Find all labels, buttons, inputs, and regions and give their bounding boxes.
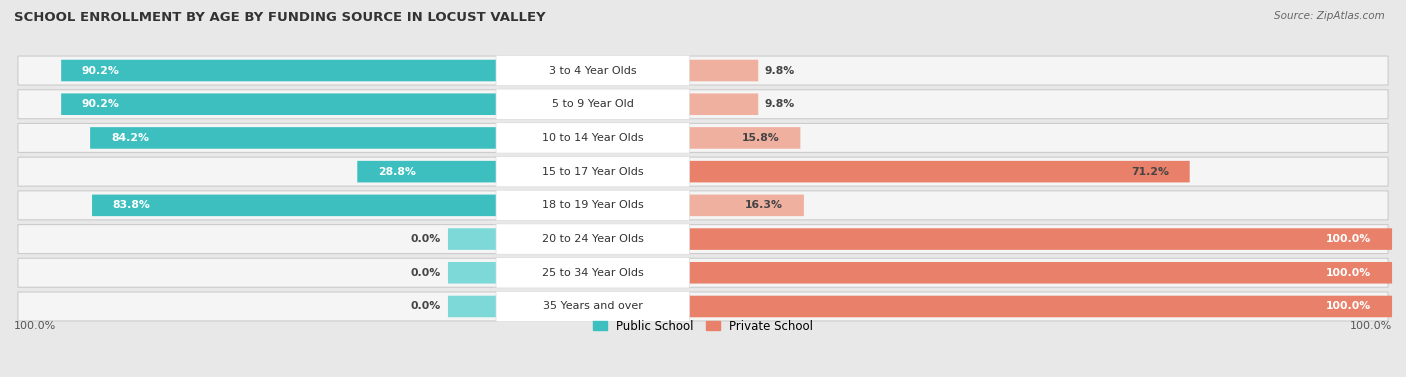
Text: 90.2%: 90.2%: [82, 66, 120, 75]
FancyBboxPatch shape: [62, 93, 496, 115]
FancyBboxPatch shape: [449, 228, 496, 250]
FancyBboxPatch shape: [496, 156, 689, 187]
Text: 16.3%: 16.3%: [745, 200, 783, 210]
FancyBboxPatch shape: [18, 90, 1388, 119]
Text: 20 to 24 Year Olds: 20 to 24 Year Olds: [541, 234, 644, 244]
Text: 100.0%: 100.0%: [1326, 302, 1371, 311]
Text: 9.8%: 9.8%: [765, 99, 796, 109]
FancyBboxPatch shape: [18, 292, 1388, 321]
Text: 18 to 19 Year Olds: 18 to 19 Year Olds: [541, 200, 644, 210]
FancyBboxPatch shape: [18, 157, 1388, 186]
Text: 25 to 34 Year Olds: 25 to 34 Year Olds: [541, 268, 644, 278]
FancyBboxPatch shape: [18, 191, 1388, 220]
Text: SCHOOL ENROLLMENT BY AGE BY FUNDING SOURCE IN LOCUST VALLEY: SCHOOL ENROLLMENT BY AGE BY FUNDING SOUR…: [14, 11, 546, 24]
FancyBboxPatch shape: [496, 190, 689, 221]
FancyBboxPatch shape: [496, 224, 689, 254]
FancyBboxPatch shape: [496, 291, 689, 322]
FancyBboxPatch shape: [449, 262, 496, 284]
Text: 0.0%: 0.0%: [411, 234, 441, 244]
FancyBboxPatch shape: [18, 258, 1388, 287]
Text: 71.2%: 71.2%: [1130, 167, 1168, 177]
FancyBboxPatch shape: [689, 161, 1189, 182]
FancyBboxPatch shape: [496, 123, 689, 153]
FancyBboxPatch shape: [18, 123, 1388, 152]
Text: 5 to 9 Year Old: 5 to 9 Year Old: [551, 99, 634, 109]
Text: 15 to 17 Year Olds: 15 to 17 Year Olds: [541, 167, 644, 177]
Text: 9.8%: 9.8%: [765, 66, 796, 75]
Legend: Public School, Private School: Public School, Private School: [588, 315, 818, 337]
Text: 3 to 4 Year Olds: 3 to 4 Year Olds: [548, 66, 637, 75]
FancyBboxPatch shape: [449, 296, 496, 317]
Text: 83.8%: 83.8%: [112, 200, 150, 210]
FancyBboxPatch shape: [18, 56, 1388, 85]
FancyBboxPatch shape: [496, 55, 689, 86]
FancyBboxPatch shape: [496, 89, 689, 120]
FancyBboxPatch shape: [689, 60, 758, 81]
FancyBboxPatch shape: [689, 93, 758, 115]
Text: 100.0%: 100.0%: [1326, 234, 1371, 244]
Text: 84.2%: 84.2%: [111, 133, 149, 143]
FancyBboxPatch shape: [18, 225, 1388, 254]
FancyBboxPatch shape: [496, 257, 689, 288]
Text: 0.0%: 0.0%: [411, 268, 441, 278]
FancyBboxPatch shape: [62, 60, 496, 81]
FancyBboxPatch shape: [90, 127, 496, 149]
Text: 28.8%: 28.8%: [378, 167, 416, 177]
FancyBboxPatch shape: [689, 195, 804, 216]
Text: 100.0%: 100.0%: [1326, 268, 1371, 278]
Text: 35 Years and over: 35 Years and over: [543, 302, 643, 311]
Text: 100.0%: 100.0%: [1350, 321, 1392, 331]
FancyBboxPatch shape: [357, 161, 496, 182]
FancyBboxPatch shape: [689, 262, 1392, 284]
Text: 100.0%: 100.0%: [14, 321, 56, 331]
Text: 10 to 14 Year Olds: 10 to 14 Year Olds: [541, 133, 644, 143]
FancyBboxPatch shape: [689, 228, 1392, 250]
FancyBboxPatch shape: [91, 195, 496, 216]
FancyBboxPatch shape: [689, 296, 1392, 317]
Text: 0.0%: 0.0%: [411, 302, 441, 311]
Text: 90.2%: 90.2%: [82, 99, 120, 109]
Text: Source: ZipAtlas.com: Source: ZipAtlas.com: [1274, 11, 1385, 21]
FancyBboxPatch shape: [689, 127, 800, 149]
Text: 15.8%: 15.8%: [742, 133, 779, 143]
